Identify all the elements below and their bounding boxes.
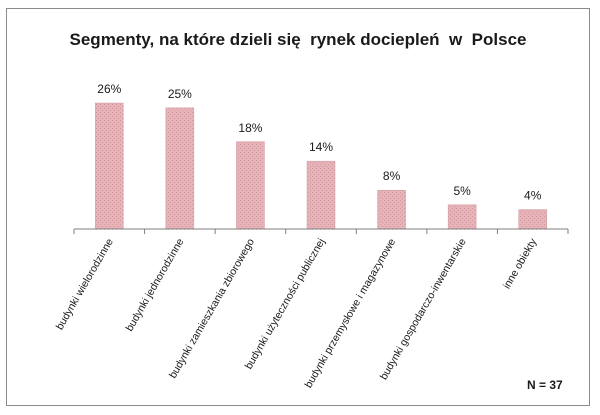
bar-1: [95, 102, 124, 230]
bar-4: [306, 160, 336, 230]
x-tick-label-1: budynki wielorodzinne: [54, 236, 116, 332]
bar-7: [518, 209, 547, 230]
data-label-1: 26%: [97, 82, 121, 96]
x-tick-labels-layer: budynki wielorodzinne budynki jednorodzin…: [54, 229, 569, 390]
data-label-3: 18%: [238, 121, 262, 135]
data-label-5: 8%: [383, 169, 401, 183]
x-tick-label-3: budynki zamieszkania zbiorowego: [167, 236, 257, 380]
x-tick-label-2: budynki jednorodzinne: [124, 236, 187, 333]
bar-2: [165, 107, 195, 230]
bars-layer: [95, 102, 547, 230]
bar-5: [377, 189, 406, 230]
data-label-4: 14%: [309, 140, 333, 154]
data-label-2: 25%: [168, 87, 192, 101]
chart-title: Segmenty, na które dzieli się rynek doci…: [70, 30, 527, 49]
bar-3: [236, 141, 265, 230]
bar-6: [447, 204, 477, 230]
sample-size-note: N = 37: [527, 378, 563, 392]
data-label-7: 4%: [524, 189, 542, 203]
data-label-6: 5%: [453, 184, 471, 198]
x-tick-label-4: budynki użyteczności publicznej: [243, 237, 328, 372]
x-tick-label-6: budynki gospodarczo-inwentarskie: [378, 236, 469, 382]
data-labels-layer: 26% 25% 18% 14% 8% 5% 4%: [97, 82, 541, 203]
x-tick-label-7: inne obiekty: [501, 236, 540, 291]
